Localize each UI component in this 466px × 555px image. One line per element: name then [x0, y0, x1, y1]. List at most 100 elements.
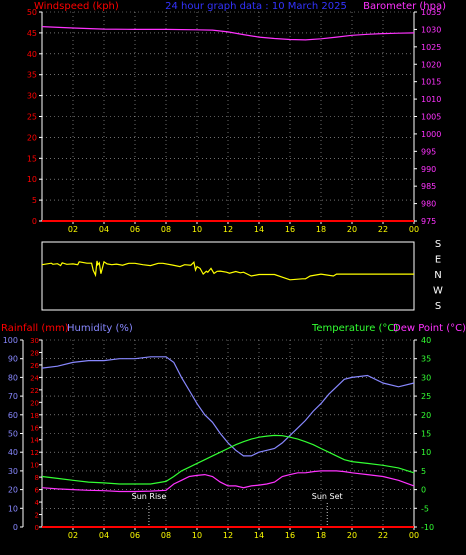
humidity-tick-label: 60 — [8, 411, 18, 420]
panel3-x-tick-label: 06 — [130, 531, 140, 540]
barometer-tick-label: 1010 — [421, 95, 441, 104]
barometer-tick-label: 1025 — [421, 43, 441, 52]
panel3-x-tick-label: 08 — [161, 531, 171, 540]
windspeed-tick-label: 0 — [32, 217, 37, 226]
temperature-tick-label: 40 — [421, 336, 431, 345]
direction-label: S — [435, 239, 441, 250]
graph-title: 24 hour graph data : 10 March 2025 — [165, 1, 347, 12]
panel-temperature-humidity: 0246810121416182022242628300102030405060… — [3, 336, 434, 540]
dewpoint-line — [41, 470, 415, 493]
rainfall-tick-label: 8 — [35, 474, 39, 482]
panel1-x-tick-label: 10 — [192, 225, 202, 234]
panel1-x-tick-label: 22 — [378, 225, 388, 234]
temperature-tick-label: 0 — [421, 486, 426, 495]
windspeed-tick-label: 35 — [27, 71, 37, 80]
direction-label: E — [435, 255, 441, 266]
rainfall-tick-label: 18 — [30, 412, 39, 420]
direction-label: N — [434, 270, 441, 281]
humidity-tick-label: 10 — [8, 504, 18, 513]
barometer-tick-label: 985 — [421, 182, 436, 191]
windspeed-tick-label: 50 — [27, 8, 37, 17]
wind-direction-line — [41, 260, 414, 281]
barometer-tick-label: 975 — [421, 217, 436, 226]
humidity-tick-label: 30 — [8, 467, 18, 476]
temperature-tick-label: 35 — [421, 355, 431, 364]
temperature-tick-label: -10 — [421, 523, 434, 532]
barometer-tick-label: 1035 — [421, 8, 441, 17]
panel1-x-tick-label: 06 — [130, 225, 140, 234]
panel1-x-tick-label: 08 — [161, 225, 171, 234]
rainfall-axis-label: Rainfall (mm) — [1, 323, 69, 334]
rainfall-tick-label: 30 — [30, 337, 39, 345]
rainfall-tick-label: 20 — [30, 399, 39, 407]
temperature-tick-label: 30 — [421, 373, 431, 382]
rainfall-tick-label: 2 — [35, 512, 39, 520]
direction-frame — [41, 241, 415, 311]
humidity-tick-label: 100 — [3, 336, 18, 345]
rainfall-tick-label: 22 — [30, 387, 39, 395]
panel1-x-tick-label: 00 — [409, 225, 419, 234]
panel3-x-tick-label: 16 — [285, 531, 295, 540]
sunrise-label: Sun Rise — [132, 492, 167, 501]
windspeed-tick-label: 15 — [27, 154, 37, 163]
temperature-tick-label: 15 — [421, 430, 431, 439]
panel3-x-tick-label: 02 — [68, 531, 78, 540]
temperature-tick-label: 10 — [421, 448, 431, 457]
barometer-tick-label: 995 — [421, 147, 436, 156]
panel1-x-tick-label: 20 — [347, 225, 357, 234]
windspeed-axis-label: Windspeed (kph) — [34, 1, 119, 12]
windspeed-tick-label: 10 — [27, 175, 37, 184]
dewpoint-axis-label: Dew Point (°C) — [393, 323, 466, 334]
rainfall-tick-label: 28 — [30, 349, 39, 357]
windspeed-tick-label: 25 — [27, 113, 37, 122]
panel1-x-tick-label: 12 — [223, 225, 233, 234]
sunset-label: Sun Set — [312, 492, 343, 501]
temperature-tick-label: 25 — [421, 392, 431, 401]
rainfall-tick-label: 14 — [30, 437, 39, 445]
humidity-tick-label: 90 — [8, 355, 18, 364]
temperature-tick-label: 20 — [421, 411, 431, 420]
rainfall-tick-label: 6 — [35, 487, 40, 495]
panel3-x-tick-label: 04 — [99, 531, 109, 540]
panel1-x-tick-label: 18 — [316, 225, 326, 234]
windspeed-tick-label: 45 — [27, 29, 37, 38]
humidity-axis-label: Humidity (%) — [67, 323, 133, 334]
panel1-x-tick-label: 04 — [99, 225, 109, 234]
humidity-tick-label: 80 — [8, 373, 18, 382]
panel1-x-tick-label: 02 — [68, 225, 78, 234]
barometer-tick-label: 1030 — [421, 25, 441, 34]
panel3-x-tick-label: 18 — [316, 531, 326, 540]
panel3-x-tick-label: 10 — [192, 531, 202, 540]
barometer-tick-label: 1015 — [421, 78, 441, 87]
humidity-tick-label: 50 — [8, 430, 18, 439]
panel3-x-tick-label: 20 — [347, 531, 357, 540]
barometer-line — [41, 26, 415, 41]
rainfall-tick-label: 26 — [30, 362, 39, 370]
temperature-axis-label: Temperature (°C) — [311, 323, 398, 334]
panel1-x-tick-label: 16 — [285, 225, 295, 234]
panel3-x-tick-label: 14 — [254, 531, 264, 540]
windspeed-tick-label: 30 — [27, 92, 37, 101]
rainfall-tick-label: 4 — [35, 499, 40, 507]
panel3-x-tick-label: 00 — [409, 531, 419, 540]
humidity-tick-label: 40 — [8, 448, 18, 457]
barometer-tick-label: 1005 — [421, 113, 441, 122]
panel3-x-tick-label: 12 — [223, 531, 233, 540]
temperature-line — [41, 434, 415, 485]
humidity-line — [41, 356, 415, 457]
temperature-tick-label: 5 — [421, 467, 426, 476]
direction-label: S — [435, 301, 441, 312]
humidity-tick-label: 0 — [13, 523, 18, 532]
temperature-tick-label: -5 — [421, 504, 429, 513]
windspeed-tick-label: 40 — [27, 50, 37, 59]
barometer-tick-label: 990 — [421, 165, 436, 174]
windspeed-tick-label: 20 — [27, 133, 37, 142]
windspeed-tick-label: 5 — [32, 196, 37, 205]
rainfall-tick-label: 24 — [30, 374, 39, 382]
humidity-tick-label: 20 — [8, 486, 18, 495]
direction-label: W — [433, 286, 443, 297]
humidity-tick-label: 70 — [8, 392, 18, 401]
barometer-tick-label: 1020 — [421, 60, 441, 69]
